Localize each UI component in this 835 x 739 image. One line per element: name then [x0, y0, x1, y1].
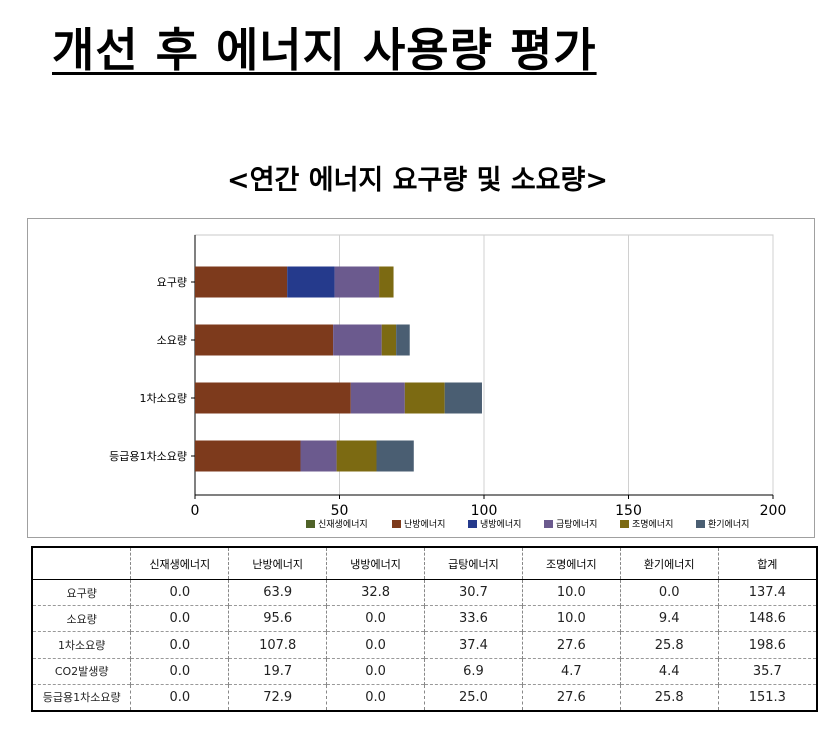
- table-cell: 6.9: [424, 657, 523, 685]
- bar-segment: [444, 382, 482, 414]
- table-cell: 0.0: [619, 579, 719, 606]
- table-cell: 0.0: [326, 683, 425, 710]
- bar-segment: [333, 324, 382, 356]
- table-cell: 32.8: [326, 579, 425, 606]
- table-cell: 27.6: [521, 631, 621, 659]
- table-cell: 0.0: [130, 657, 229, 685]
- bar-segment: [396, 324, 410, 356]
- row-header: 등급용1차소요량: [33, 683, 131, 710]
- x-tick-label: 100: [471, 503, 498, 519]
- x-tick-label: 50: [331, 503, 349, 519]
- table-cell: 198.6: [717, 631, 816, 659]
- category-label: 소요량: [157, 334, 187, 347]
- x-tick-label: 150: [615, 503, 642, 519]
- table-cell: 35.7: [717, 657, 816, 685]
- legend-swatch: [306, 520, 315, 528]
- table-cell: 25.0: [424, 683, 523, 710]
- table-cell: 0.0: [326, 631, 425, 659]
- category-label: 요구량: [157, 276, 187, 289]
- legend-swatch: [696, 520, 705, 528]
- x-tick-label: 0: [191, 503, 200, 519]
- page-title: 개선 후 에너지 사용량 평가: [52, 23, 597, 77]
- table-cell: 63.9: [228, 579, 327, 606]
- bar-segment: [350, 382, 405, 414]
- table-cell: 137.4: [717, 579, 816, 606]
- legend-label: 냉방에너지: [480, 519, 521, 530]
- legend-swatch: [468, 520, 477, 528]
- table-header-row: 신재생에너지 난방에너지 냉방에너지 급탕에너지 조명에너지 환기에너지 합계: [33, 548, 816, 580]
- row-header: CO2발생량: [33, 657, 131, 685]
- table-cell: 0.0: [326, 605, 425, 632]
- table-cell: 19.7: [228, 657, 327, 685]
- bar-segment: [381, 324, 397, 356]
- table-cell: 33.6: [424, 605, 523, 632]
- table-row: 요구량 0.0 63.9 32.8 30.7 10.0 0.0 137.4: [33, 579, 816, 606]
- table-cell: 4.7: [521, 657, 621, 685]
- table-cell: 148.6: [717, 605, 816, 632]
- table-cell: 95.6: [228, 605, 327, 632]
- legend-label: 급탕에너지: [556, 519, 597, 530]
- bar-segment: [195, 382, 351, 414]
- column-header: 급탕에너지: [424, 548, 523, 580]
- table-row: 등급용1차소요량 0.0 72.9 0.0 25.0 27.6 25.8 151.3: [33, 683, 816, 710]
- category-label: 1차소요량: [140, 392, 187, 405]
- table-cell: 27.6: [521, 683, 621, 710]
- bar-segment: [334, 266, 380, 298]
- legend-label: 환기에너지: [708, 518, 749, 530]
- column-header: 조명에너지: [521, 548, 621, 580]
- column-header: 난방에너지: [228, 548, 327, 580]
- table-row: 1차소요량 0.0 107.8 0.0 37.4 27.6 25.8 198.6: [33, 631, 816, 659]
- table-cell: 151.3: [717, 683, 816, 710]
- bar-segment: [195, 266, 288, 298]
- column-header: 냉방에너지: [326, 548, 425, 580]
- legend-label: 조명에너지: [632, 519, 673, 530]
- legend-swatch: [544, 520, 553, 528]
- table-cell: 10.0: [521, 579, 621, 606]
- column-header: 환기에너지: [619, 548, 719, 580]
- chart-subtitle: <연간 에너지 요구량 및 소요량>: [227, 165, 608, 196]
- bar-segment: [287, 266, 335, 298]
- bar-segment: [300, 440, 337, 472]
- energy-table: 신재생에너지 난방에너지 냉방에너지 급탕에너지 조명에너지 환기에너지 합계 요구량 0.0…: [31, 546, 818, 712]
- legend-swatch: [392, 520, 401, 528]
- table-cell: 0.0: [130, 579, 229, 606]
- table-cell: 30.7: [424, 579, 523, 606]
- bar-segment: [195, 324, 334, 356]
- table-cell: 25.8: [619, 631, 719, 659]
- category-label: 등급용1차소요량: [109, 450, 187, 463]
- bar-segment: [376, 440, 414, 472]
- row-header: 소요량: [33, 605, 131, 632]
- table-row: CO2발생량 0.0 19.7 0.0 6.9 4.7 4.4 35.7: [33, 657, 816, 685]
- table-cell: 72.9: [228, 683, 327, 710]
- legend-label: 난방에너지: [404, 519, 445, 530]
- bar-segment: [404, 382, 445, 414]
- legend-swatch: [620, 520, 629, 528]
- table-cell: 0.0: [326, 657, 425, 685]
- table-cell: 10.0: [521, 605, 621, 632]
- bar-segment: [379, 266, 394, 298]
- table-cell: 107.8: [228, 631, 327, 659]
- x-tick-label: 200: [760, 503, 787, 519]
- table-cell: 4.4: [619, 657, 719, 685]
- table-cell: 0.0: [130, 605, 229, 632]
- table-cell: 0.0: [130, 631, 229, 659]
- table-cell: 37.4: [424, 631, 523, 659]
- table-corner-cell: [33, 548, 131, 580]
- table-cell: 9.4: [619, 605, 719, 632]
- table-row: 소요량 0.0 95.6 0.0 33.6 10.0 9.4 148.6: [33, 605, 816, 632]
- bar-segment: [336, 440, 377, 472]
- row-header: 1차소요량: [33, 631, 131, 659]
- table-cell: 25.8: [619, 683, 719, 710]
- table-cell: 0.0: [130, 683, 229, 710]
- bar-segment: [195, 440, 301, 472]
- column-header: 합계: [717, 548, 816, 580]
- column-header: 신재생에너지: [130, 548, 229, 580]
- legend-label: 신재생에너지: [318, 519, 368, 530]
- row-header: 요구량: [66, 586, 97, 600]
